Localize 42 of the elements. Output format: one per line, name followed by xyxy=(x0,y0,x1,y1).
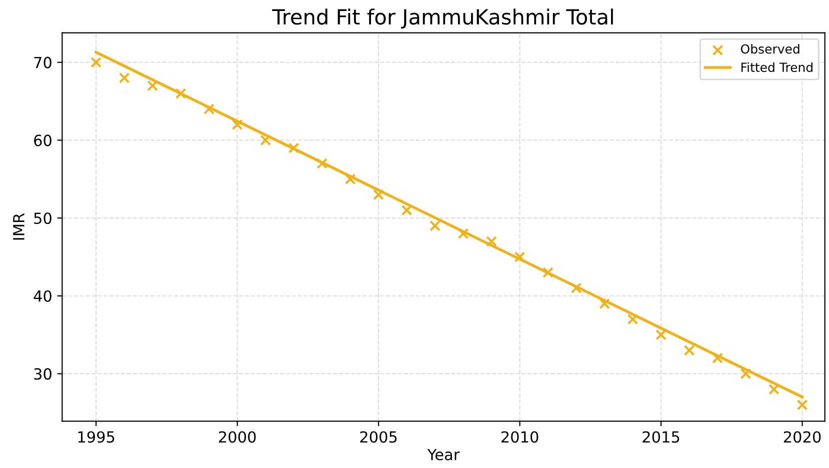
point xyxy=(486,236,497,247)
point xyxy=(316,158,328,169)
point xyxy=(542,267,554,278)
x-axis-title: Year xyxy=(427,448,460,460)
y-tick-label: 70 xyxy=(34,56,52,68)
point xyxy=(373,189,384,200)
point xyxy=(430,220,440,232)
y-axis-title: IMR xyxy=(13,213,24,240)
point xyxy=(260,134,271,146)
point xyxy=(458,228,469,240)
legend-label: Observed xyxy=(740,44,800,54)
point xyxy=(684,344,695,356)
point xyxy=(712,352,723,364)
point xyxy=(401,204,412,216)
point xyxy=(514,252,526,262)
chart-title: Trend Fit for JammuKashmir Total xyxy=(272,8,613,29)
point xyxy=(175,88,186,99)
y-tick-label: 60 xyxy=(34,134,52,146)
x-tick-label: 2010 xyxy=(501,431,538,443)
point xyxy=(768,384,780,395)
y-tick-label: 40 xyxy=(34,290,52,302)
point xyxy=(232,119,243,130)
x-tick-label: 2020 xyxy=(784,431,821,443)
point xyxy=(147,80,158,92)
point xyxy=(627,314,638,325)
point xyxy=(796,399,808,410)
point xyxy=(570,282,582,294)
x-tick-label: 2005 xyxy=(360,431,397,443)
point xyxy=(344,174,356,185)
x-tick-label: 2000 xyxy=(218,431,256,443)
point xyxy=(740,368,752,380)
y-tick-label: 50 xyxy=(34,212,52,224)
point xyxy=(204,104,214,114)
point xyxy=(118,72,130,84)
point xyxy=(288,142,300,154)
point xyxy=(90,56,102,68)
x-tick-label: 2015 xyxy=(642,431,680,443)
legend-label: Fitted Trend xyxy=(741,62,812,72)
point xyxy=(656,329,666,340)
point xyxy=(599,298,610,310)
y-tick-label: 30 xyxy=(34,368,52,380)
x-tick-label: 1995 xyxy=(78,431,114,443)
